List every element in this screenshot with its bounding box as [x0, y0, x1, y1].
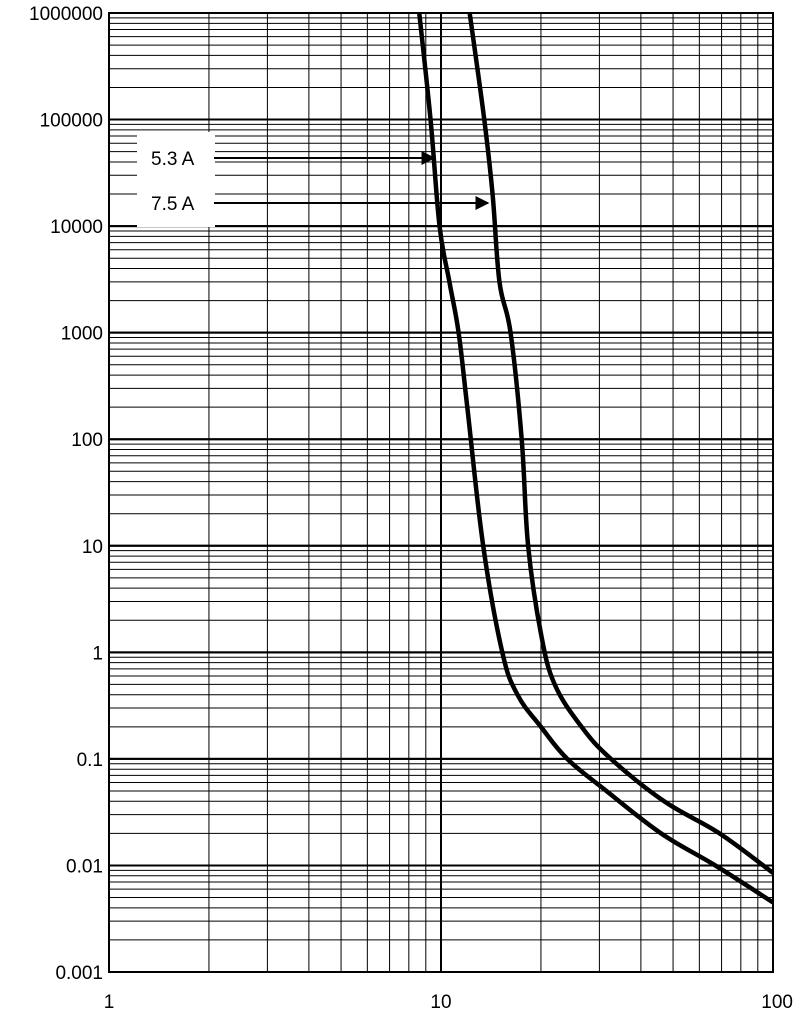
y-tick-label: 10: [82, 537, 103, 558]
y-tick-label: 1000000: [29, 4, 103, 25]
series-curve-1: [467, 12, 775, 875]
annotation-label: 5.3 A: [151, 149, 195, 170]
y-tick-label: 1000: [61, 324, 103, 345]
y-tick-label: 0.1: [77, 750, 103, 771]
y-tick-label: 1: [92, 643, 103, 664]
annotation-label: 7.5 A: [151, 194, 195, 215]
tick-labels: 0.001 0.01 0.1 1 10 100 1000 10000 100000 1000000…: [29, 4, 793, 1013]
annotations: 5.3 A 7.5 A: [137, 132, 490, 227]
y-tick-label: 100000: [40, 111, 103, 132]
x-tick-label: 1: [104, 992, 115, 1013]
plot-frame: [108, 12, 774, 973]
annotation-box: [137, 132, 215, 227]
y-tick-label: 10000: [50, 217, 103, 238]
curves: [417, 12, 775, 905]
y-tick-label: 0.001: [55, 963, 103, 984]
x-tick-label: 10: [430, 992, 451, 1013]
grid-lines: [108, 12, 774, 973]
x-tick-label: 100: [761, 992, 793, 1013]
y-tick-label: 0.01: [66, 856, 103, 877]
y-tick-label: 100: [71, 430, 103, 451]
series-curve-0: [417, 12, 775, 905]
